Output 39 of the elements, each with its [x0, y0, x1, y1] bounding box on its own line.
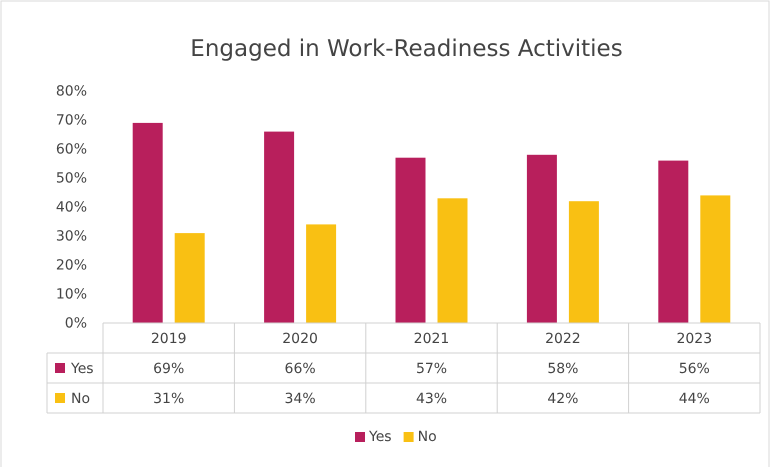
chart-title: Engaged in Work-Readiness Activities: [190, 36, 623, 62]
y-tick-label: 50%: [56, 170, 87, 186]
data-label: 66%: [284, 361, 316, 377]
y-tick-label: 0%: [64, 315, 87, 332]
text: Yes: [369, 429, 392, 445]
data-label: 57%: [416, 361, 448, 377]
text: No: [71, 391, 90, 407]
bar: [526, 154, 557, 323]
data-label: 43%: [416, 391, 448, 407]
bar: [438, 198, 468, 323]
bar: [132, 122, 163, 323]
x-tick-label: 2023: [676, 331, 712, 347]
legend-label: Yes: [70, 361, 94, 377]
y-tick-label: 70%: [56, 112, 87, 128]
bar: [306, 224, 336, 323]
bar: [396, 158, 426, 323]
x-tick-label: 2019: [150, 331, 187, 347]
data-label: 56%: [678, 361, 710, 377]
x-tick-label: 2022: [545, 331, 581, 347]
y-tick-label: 20%: [56, 257, 87, 274]
data-label: 69%: [153, 361, 184, 377]
y-tick-label: 10%: [56, 286, 87, 302]
y-tick-label: 30%: [56, 228, 87, 244]
x-tick-label: 2021: [414, 331, 450, 347]
x-tick-label: 2020: [282, 331, 318, 347]
bar: [264, 132, 294, 323]
y-tick-label: 40%: [56, 199, 87, 216]
data-label: 42%: [547, 391, 578, 407]
data-label: 58%: [547, 361, 578, 377]
bar: [174, 233, 205, 323]
data-label: 34%: [284, 391, 316, 407]
data-label: 44%: [678, 391, 710, 407]
y-tick-label: 80%: [56, 83, 87, 100]
bar: [700, 195, 730, 323]
bar: [568, 201, 599, 323]
bar: [658, 160, 688, 323]
y-tick-label: 60%: [56, 141, 87, 158]
legend-label: No: [418, 429, 437, 445]
data-label: 31%: [153, 391, 184, 407]
